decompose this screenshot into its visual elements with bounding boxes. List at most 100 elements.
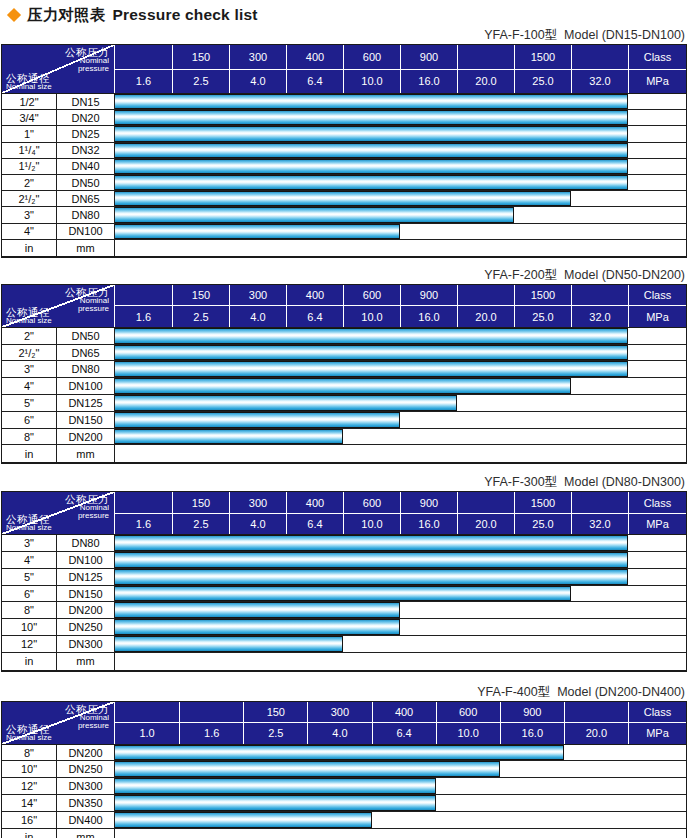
header-columns: 1503004006009001500Class1.62.54.06.410.0… bbox=[115, 492, 686, 534]
bar-region bbox=[115, 812, 686, 828]
table-row: 8"DN200 bbox=[2, 745, 686, 762]
table-row: 8"DN200 bbox=[2, 602, 686, 619]
table-row: 3"DN80 bbox=[2, 535, 686, 552]
bar-region bbox=[115, 345, 686, 361]
dn-cell: DN250 bbox=[57, 619, 115, 635]
bar-region bbox=[115, 636, 686, 652]
pressure-bar bbox=[115, 429, 343, 445]
nominal-size-en: Nominal size bbox=[6, 524, 52, 532]
inch-cell: 8" bbox=[2, 745, 57, 761]
header-cell: 6.4 bbox=[286, 306, 343, 327]
header-cell: 1500 bbox=[514, 285, 571, 306]
nominal-pressure-label: 公称压力Nominalpressure bbox=[65, 287, 109, 313]
bar-region bbox=[115, 412, 686, 428]
page-title: 压力对照表 Pressure check list bbox=[6, 5, 688, 25]
dn-cell: DN200 bbox=[57, 602, 115, 618]
bar-region bbox=[115, 586, 686, 602]
dn-unit-cell: mm bbox=[57, 653, 115, 670]
pressure-bar bbox=[115, 535, 628, 551]
header-cell: 900 bbox=[500, 702, 564, 723]
nominal-size-label: 公称通径Nominal size bbox=[6, 724, 52, 742]
table-row: 12"DN300 bbox=[2, 778, 686, 795]
table-body: 1/2"DN153/4"DN201"DN251¹/₄"DN321¹/₂"DN40… bbox=[2, 94, 686, 256]
header-cell: 1.0 bbox=[115, 723, 179, 744]
nominal-pressure-en2: pressure bbox=[65, 722, 109, 730]
pressure-bar bbox=[115, 745, 564, 761]
class-header-cell: Class bbox=[628, 492, 686, 513]
header-cell: 900 bbox=[400, 45, 457, 69]
header-cell: 20.0 bbox=[457, 514, 514, 535]
pressure-bar bbox=[115, 191, 571, 206]
header-cell bbox=[457, 285, 514, 306]
header-class-row: 1503004006009001500Class bbox=[115, 492, 686, 513]
inch-unit-cell: in bbox=[2, 240, 57, 256]
inch-unit-cell: in bbox=[2, 829, 57, 838]
dn-cell: DN25 bbox=[57, 126, 115, 141]
table-row: 3/4"DN20 bbox=[2, 110, 686, 126]
nominal-size-label: 公称通径Nominal size bbox=[6, 514, 52, 532]
pressure-bar bbox=[115, 378, 571, 394]
table-body: 3"DN804"DN1005"DN1256"DN1508"DN20010"DN2… bbox=[2, 535, 686, 669]
inch-cell: 4" bbox=[2, 378, 57, 394]
inch-cell: 8" bbox=[2, 429, 57, 445]
header-cell: 16.0 bbox=[500, 723, 564, 744]
pressure-bar bbox=[115, 619, 400, 635]
table-row: 4"DN100 bbox=[2, 378, 686, 395]
header-mpa-row: 1.62.54.06.410.016.020.025.032.0MPa bbox=[115, 514, 686, 535]
header-cell: 4.0 bbox=[229, 70, 286, 94]
pressure-bar bbox=[115, 175, 628, 190]
units-row: inmm bbox=[2, 829, 686, 838]
header-cell bbox=[564, 702, 628, 723]
table-row: 2¹/₂"DN65 bbox=[2, 345, 686, 362]
inch-cell: 10" bbox=[2, 761, 57, 777]
header-cell: 900 bbox=[400, 492, 457, 513]
page-title-en: Pressure check list bbox=[113, 6, 258, 24]
pressure-bar bbox=[115, 328, 628, 344]
class-header-cell: Class bbox=[628, 702, 686, 723]
header-cell: 300 bbox=[307, 702, 371, 723]
header-mpa-row: 1.01.62.54.06.410.016.020.0MPa bbox=[115, 723, 686, 744]
header-cell: 16.0 bbox=[400, 306, 457, 327]
dn-cell: DN350 bbox=[57, 795, 115, 811]
pressure-bar bbox=[115, 636, 343, 652]
dn-cell: DN80 bbox=[57, 535, 115, 551]
header-columns: 1503004006009001500Class1.62.54.06.410.0… bbox=[115, 45, 686, 93]
pressure-bar bbox=[115, 110, 628, 125]
table-row: 14"DN350 bbox=[2, 795, 686, 812]
dn-cell: DN50 bbox=[57, 328, 115, 344]
table-row: 8"DN200 bbox=[2, 429, 686, 446]
pressure-bar bbox=[115, 361, 628, 377]
dn-cell: DN32 bbox=[57, 143, 115, 158]
header-cell: 600 bbox=[343, 492, 400, 513]
bar-region bbox=[115, 778, 686, 794]
bar-region bbox=[115, 378, 686, 394]
inch-unit-cell: in bbox=[2, 653, 57, 670]
nominal-size-label: 公称通径Nominal size bbox=[6, 307, 52, 325]
pressure-bar bbox=[115, 94, 628, 109]
mpa-unit-cell: MPa bbox=[628, 70, 686, 94]
bar-region bbox=[115, 143, 686, 158]
nominal-pressure-label: 公称压力Nominalpressure bbox=[65, 704, 109, 730]
table-row: 3"DN80 bbox=[2, 207, 686, 223]
dn-cell: DN125 bbox=[57, 569, 115, 585]
inch-cell: 1/2" bbox=[2, 94, 57, 109]
pressure-bar bbox=[115, 602, 400, 618]
pressure-bar bbox=[115, 586, 571, 602]
inch-cell: 10" bbox=[2, 619, 57, 635]
header-cell: 2.5 bbox=[172, 306, 229, 327]
units-row: inmm bbox=[2, 445, 686, 462]
nominal-pressure-label: 公称压力Nominalpressure bbox=[65, 494, 109, 520]
header-cell: 32.0 bbox=[571, 514, 628, 535]
table-subtitle: YFA-F-400型 Model (DN200-DN400) bbox=[0, 685, 688, 699]
pressure-table: 公称压力Nominalpressure公称通径Nominal size15030… bbox=[1, 44, 687, 258]
mpa-unit-cell: MPa bbox=[628, 723, 686, 744]
bar-region bbox=[115, 761, 686, 777]
header-cell: 1.6 bbox=[115, 70, 172, 94]
header-cell: 4.0 bbox=[229, 514, 286, 535]
bar-region bbox=[115, 191, 686, 206]
dn-cell: DN80 bbox=[57, 361, 115, 377]
header-cell bbox=[571, 45, 628, 69]
inch-cell: 1¹/₄" bbox=[2, 143, 57, 158]
header-cell bbox=[115, 45, 172, 69]
nominal-size-en: Nominal size bbox=[6, 734, 52, 742]
